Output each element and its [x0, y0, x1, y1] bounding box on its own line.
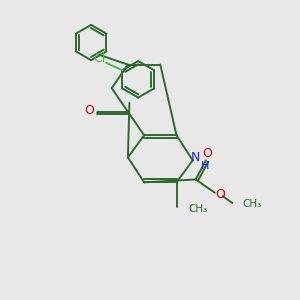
Text: O: O	[215, 188, 225, 201]
Text: O: O	[202, 147, 212, 160]
Text: CH₃: CH₃	[189, 204, 208, 214]
Text: Cl: Cl	[94, 52, 106, 65]
Text: O: O	[84, 104, 94, 117]
Text: N: N	[191, 152, 200, 164]
Text: CH₃: CH₃	[243, 199, 262, 208]
Text: H: H	[201, 160, 209, 171]
